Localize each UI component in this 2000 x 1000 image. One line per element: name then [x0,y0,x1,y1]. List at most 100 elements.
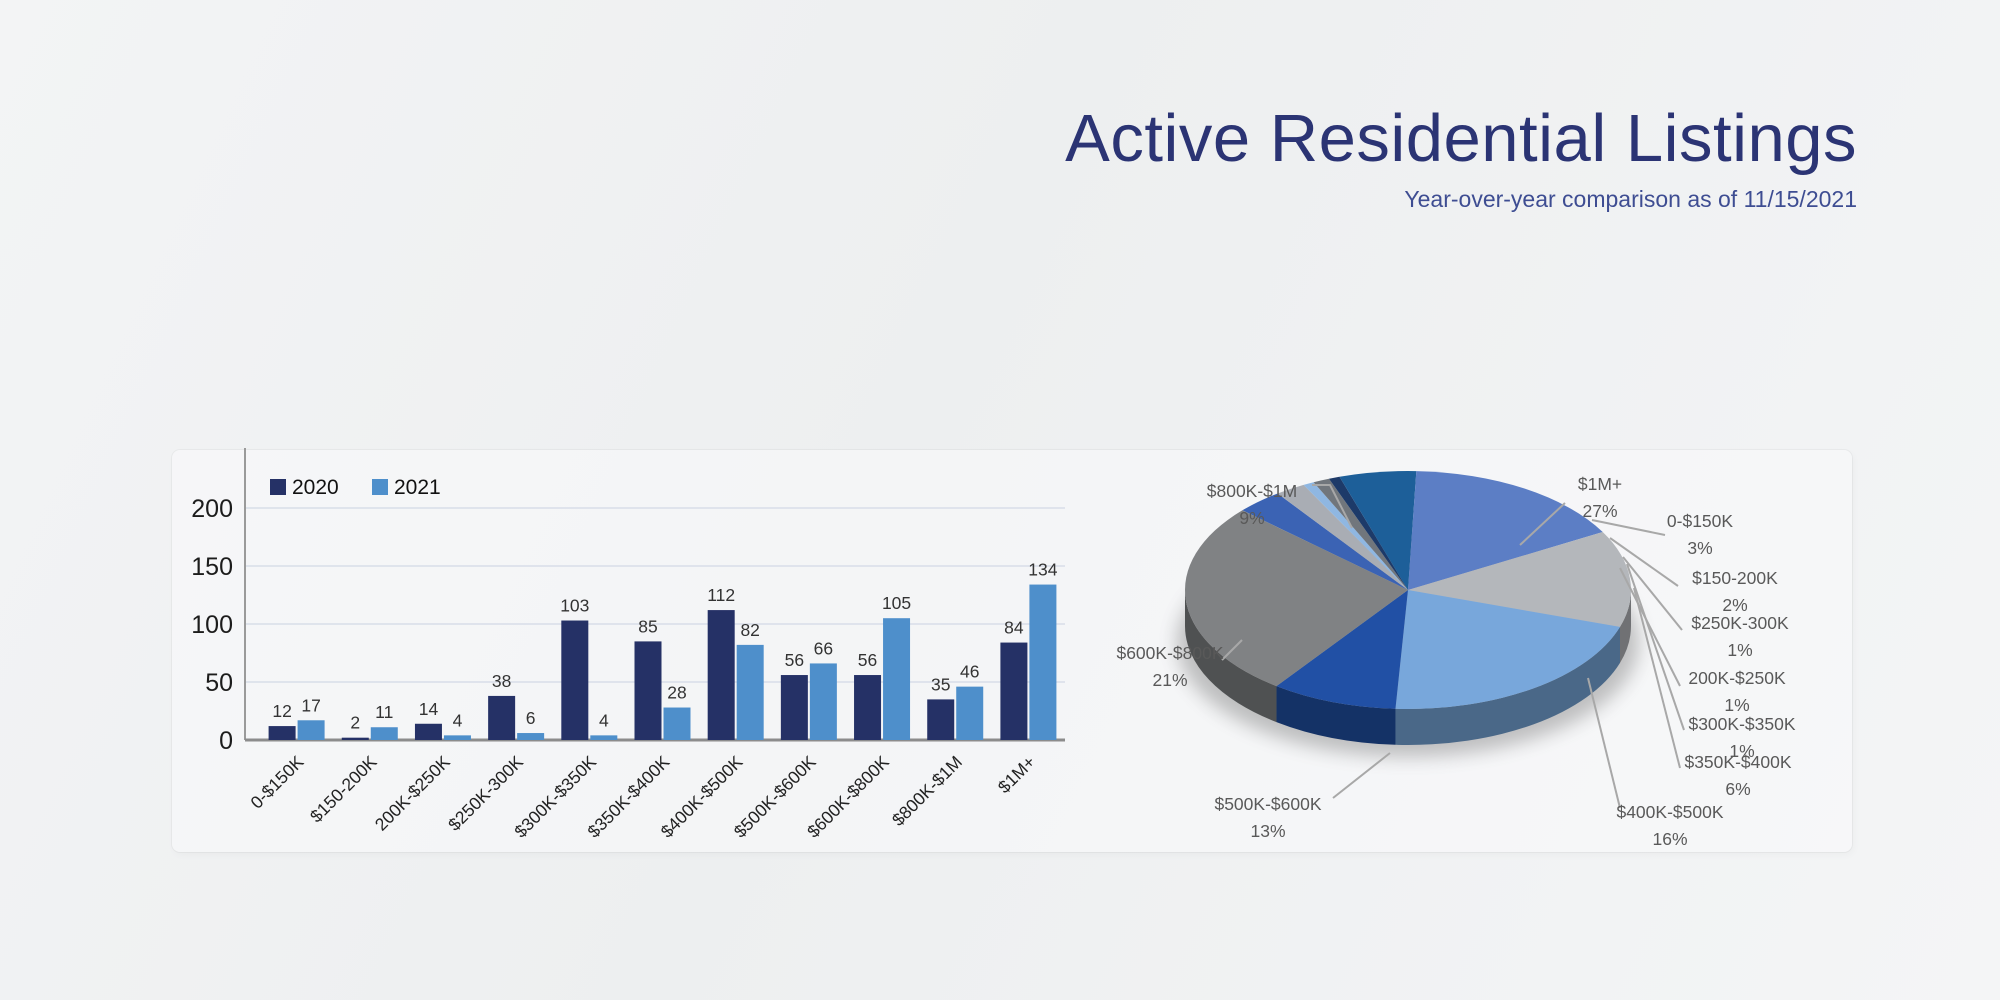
pie-leader-200K-$250K [1619,567,1681,687]
x-category-label: $1M+ [994,752,1039,797]
bar-2020-8 [854,675,882,740]
bar-value-label: 35 [931,674,950,694]
pie-leader-$250K-300K [1622,556,1683,631]
pie-label-percent: 1% [1724,695,1750,716]
x-category-label: 0-$150K [246,751,307,812]
pie-slice-$250K-300K [1313,478,1408,590]
bar-value-label: 66 [814,638,833,658]
pie-label-name: $400K-$500K [1616,802,1724,822]
pie-label-percent: 13% [1250,821,1286,842]
pie-leader-$400K-$500K [1587,677,1621,809]
pie-label-$600K-$800K: $600K-$800K 21% [1100,640,1240,694]
pie-leader-$1M+ [1519,502,1566,546]
pie-side-$600K-$800K [1395,626,1620,745]
pie-slice-$350K-$400K [1339,471,1417,590]
bar-2020-0 [268,726,296,740]
bar-value-label: 28 [667,683,686,703]
pie-label-name: $1M+ [1577,474,1623,494]
pie-label-name: $150-200K [1692,568,1778,588]
pie-label-name: $300K-$350K [1688,714,1796,734]
bar-2020-1 [341,737,369,740]
pie-label-name: 200K-$250K [1688,668,1786,688]
bar-2021-4 [590,735,618,740]
legend-label-2021: 2021 [394,476,441,499]
bar-2021-2 [443,735,471,740]
pie-label-$1M+: $1M+ 27% [1530,471,1670,525]
pie-label-name: $600K-$800K [1116,643,1224,663]
pie-label-percent: 16% [1652,829,1688,850]
pie-leader-$350K-$400K [1633,587,1681,769]
bar-2021-7 [809,663,837,740]
pie-leader-$150-200K [1609,537,1679,587]
pie-label-percent: 3% [1687,538,1713,559]
bar-2021-1 [370,727,398,740]
legend-swatch-2020 [270,479,286,495]
pie-chart-svg [1177,471,1685,809]
bar-chart: 0 50 100 150 200 12 17 0-$150K 2 11 $150-200K 14 4 20… [150,433,1080,873]
pie-slice-200K-$250K [1303,482,1408,590]
bar-value-label: 134 [1028,560,1057,580]
pie-leader-$300K-$350K [1626,563,1685,731]
bar-2021-6 [736,644,764,740]
pie-label-$500K-$600K: $500K-$600K 13% [1198,791,1338,845]
bar-value-label: 6 [526,708,536,728]
y-tick-label: 50 [205,669,233,697]
pie-label-percent: 9% [1239,508,1265,529]
pie-leader-0-$150K [1591,519,1666,536]
bar-2021-9 [956,686,984,740]
bar-value-label: 4 [599,710,609,730]
pie-label-$250K-300K: $250K-300K 1% [1670,610,1810,664]
bar-2021-5 [663,707,691,740]
bar-value-label: 38 [492,671,511,691]
bar-2021-8 [883,618,911,740]
pie-label-name: $250K-300K [1691,613,1789,633]
bar-2021-10 [1029,584,1057,740]
pie-label-percent: 6% [1725,779,1751,800]
pie-slice-$800K-$1M [1276,590,1408,709]
pie-chart-3d: 0-$150K 3% $150-200K 2% 200K-$250K 1% $250K-30… [1080,408,1850,858]
pie-slice-$300K-$350K [1328,476,1408,590]
bar-value-label: 2 [350,713,360,733]
bar-value-label: 12 [272,701,291,721]
y-tick-label: 200 [191,495,233,523]
pie-label-$400K-$500K: $400K-$500K 16% [1600,799,1740,853]
pie-label-$800K-$1M: $800K-$1M 9% [1182,478,1322,532]
bar-2020-4 [561,620,589,740]
pie-label-$300K-$350K: $300K-$350K 1% [1672,711,1812,765]
bar-2020-5 [634,641,662,740]
bar-2020-9 [927,699,955,740]
pie-label-name: $500K-$600K [1214,794,1322,814]
bar-2020-6 [707,610,735,740]
bar-2021-3 [517,733,545,740]
pie-slice-$600K-$800K [1395,590,1620,709]
pie-leader-$600K-$800K [1221,639,1243,661]
pie-label-0-$150K: 0-$150K 3% [1630,508,1770,562]
page-subtitle: Year-over-year comparison as of 11/15/20… [1404,186,1857,213]
bar-2020-10 [1000,642,1028,740]
x-category-label: $800K-$1M [888,752,966,830]
pie-slice-$150-200K [1277,484,1408,590]
bar-2021-0 [297,720,325,740]
bar-value-label: 46 [960,662,979,682]
bar-value-label: 105 [882,593,911,613]
pie-label-name: 0-$150K [1666,511,1734,531]
legend-label-2020: 2020 [292,476,339,499]
pie-label-percent: 2% [1722,595,1748,616]
bar-value-label: 11 [375,702,393,722]
pie-label-name: $800K-$1M [1206,481,1298,501]
pie-label-percent: 1% [1729,741,1755,762]
pie-slice-$400K-$500K [1408,471,1603,590]
bar-2020-7 [780,675,808,740]
bar-value-label: 4 [453,710,463,730]
x-category-label: 200K-$250K [371,751,454,834]
y-tick-label: 100 [191,611,233,639]
legend-swatch-2021 [372,479,388,495]
y-tick-label: 0 [219,727,233,755]
bar-value-label: 82 [740,620,759,640]
bar-2020-2 [414,723,442,740]
pie-label-$150-200K: $150-200K 2% [1665,565,1805,619]
pie-slice-0-$150K [1242,493,1408,590]
pie-label-percent: 1% [1727,640,1753,661]
bar-value-label: 84 [1004,618,1024,638]
